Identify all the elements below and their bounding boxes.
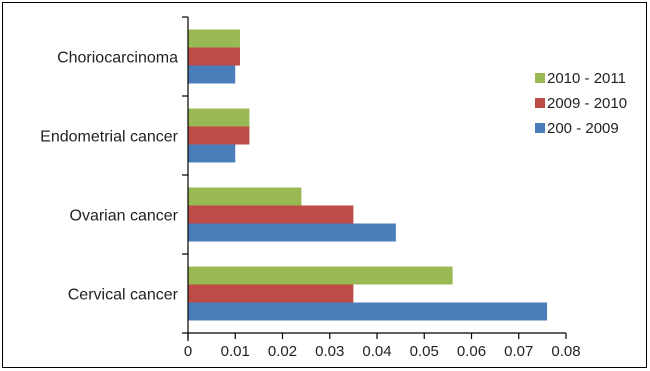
bar-cervical-cancer-series-2 (188, 266, 453, 285)
bar-ovarian-cancer-series-2 (188, 187, 302, 206)
x-tick-label: 0.07 (504, 343, 533, 360)
bar-choriocarcinoma-series-1 (188, 47, 240, 66)
category-label: Ovarian cancer (70, 208, 179, 225)
x-tick-label: 0.02 (268, 343, 297, 360)
bar-cervical-cancer-series-0 (188, 302, 548, 321)
x-tick-label: 0.01 (221, 343, 250, 360)
bar-choriocarcinoma-series-0 (188, 65, 236, 84)
category-label: Endometrial cancer (40, 129, 179, 146)
x-tick-label: 0.04 (362, 343, 391, 360)
x-tick-label: 0.05 (410, 343, 439, 360)
legend-label: 2010 - 2011 (547, 70, 626, 87)
chart-frame (2, 2, 647, 368)
legend-label: 2009 - 2010 (547, 95, 627, 112)
category-label: Cervical cancer (68, 287, 179, 304)
legend-swatch (535, 123, 545, 133)
category-label: Choriocarcinoma (57, 50, 178, 67)
x-tick-label: 0.03 (315, 343, 344, 360)
x-tick-label: 0 (184, 343, 192, 360)
bar-endometrial-cancer-series-0 (188, 144, 236, 163)
bar-endometrial-cancer-series-2 (188, 108, 250, 127)
bar-ovarian-cancer-series-0 (188, 223, 396, 242)
legend-swatch (535, 73, 545, 83)
bar-choriocarcinoma-series-2 (188, 29, 240, 48)
bar-ovarian-cancer-series-1 (188, 205, 354, 224)
bar-cervical-cancer-series-1 (188, 284, 354, 303)
x-tick-label: 0.06 (457, 343, 486, 360)
legend-label: 200 - 2009 (547, 120, 619, 137)
legend-swatch (535, 98, 545, 108)
x-tick-label: 0.08 (551, 343, 580, 360)
bar-endometrial-cancer-series-1 (188, 126, 250, 145)
